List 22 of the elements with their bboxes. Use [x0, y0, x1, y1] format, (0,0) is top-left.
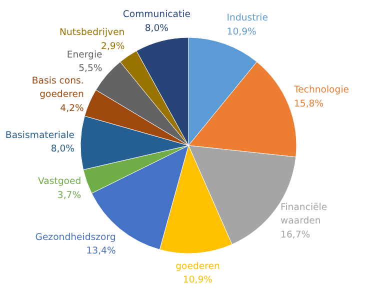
slice-label: Nutsbedrijven: [60, 27, 125, 38]
data-label: 4,2%: [60, 102, 84, 114]
slice-label: Communicatie: [122, 9, 191, 20]
data-label: 3,7%: [57, 190, 82, 201]
data-label: 16,7%: [280, 229, 310, 240]
slice-label: Technologie: [292, 84, 350, 96]
slice-label: Vastgoed: [38, 176, 82, 188]
data-label: 10,9%: [182, 274, 213, 286]
data-label: 8,0%: [144, 22, 169, 34]
slice-label: Basis cons. goederen: [32, 75, 84, 100]
slice-label: Financiële waarden: [280, 202, 328, 227]
data-label: 5,5%: [78, 63, 102, 74]
slice-label: Energie: [66, 49, 103, 60]
data-label: 10,9%: [226, 26, 257, 38]
slice-label: Gezondheidszorg: [35, 232, 116, 243]
data-label: 15,8%: [294, 98, 324, 110]
data-label: 2,9%: [101, 40, 125, 52]
slice-label: Basismateriale: [5, 130, 75, 141]
data-label: 8,0%: [50, 144, 75, 155]
slice-label: goederen: [176, 260, 220, 272]
data-label: 13,4%: [86, 246, 116, 256]
slice-label: Industrie: [226, 12, 268, 24]
